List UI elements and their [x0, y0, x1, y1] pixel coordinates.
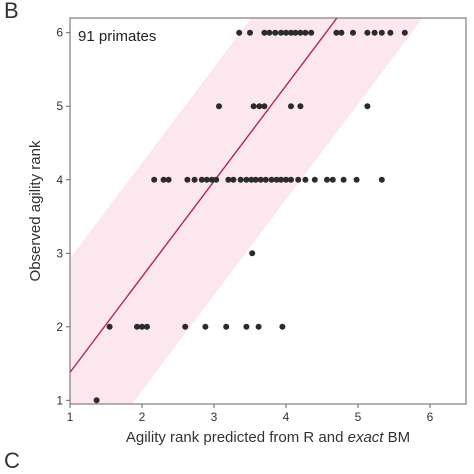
data-point-15: [165, 176, 172, 183]
prediction-band: [70, 18, 423, 404]
data-point-40: [340, 176, 347, 183]
data-point-43: [216, 103, 222, 110]
data-point-35: [295, 176, 302, 183]
data-point-46: [261, 103, 268, 110]
x-tick-label-4: 4: [283, 410, 290, 424]
data-point-22: [225, 176, 232, 183]
data-point-14: [160, 176, 167, 183]
data-point-62: [333, 29, 340, 36]
x-tick-label-6: 6: [427, 410, 434, 424]
data-point-53: [266, 29, 273, 36]
data-point-7: [202, 323, 209, 330]
panel-letter-b: B: [4, 0, 19, 23]
data-point-48: [297, 103, 304, 110]
x-axis-label-prefix: Agility rank predicted from R and: [126, 429, 348, 446]
x-axis-label-emph: exact: [348, 429, 385, 446]
x-tick-label-5: 5: [355, 410, 362, 424]
data-point-64: [350, 29, 356, 36]
data-point-37: [311, 176, 318, 183]
data-points: [93, 29, 408, 404]
y-tick-label-2: 2: [56, 320, 63, 334]
data-point-67: [378, 29, 385, 36]
data-point-61: [308, 29, 315, 36]
data-point-39: [329, 176, 336, 183]
data-point-16: [184, 176, 191, 183]
data-point-51: [247, 29, 253, 36]
x-axis-label: Agility rank predicted from R and exact …: [126, 429, 410, 446]
data-point-19: [203, 176, 210, 183]
data-point-42: [378, 176, 385, 183]
sample-size-annotation: 91 primates: [78, 28, 156, 45]
data-point-23: [230, 176, 237, 183]
data-point-18: [198, 176, 205, 183]
data-point-56: [283, 29, 289, 36]
data-point-31: [273, 176, 280, 183]
data-point-66: [371, 29, 378, 36]
data-point-52: [261, 29, 268, 36]
plot-frame: [69, 17, 467, 405]
data-point-6: [182, 323, 189, 330]
data-point-59: [297, 29, 304, 36]
data-point-4: [139, 323, 145, 330]
data-point-2: [106, 323, 113, 330]
y-axis-label: Observed agility rank: [27, 140, 44, 281]
data-point-27: [252, 176, 259, 183]
data-point-20: [208, 176, 215, 183]
data-point-60: [302, 29, 309, 36]
regression-line: [70, 18, 338, 373]
data-point-68: [387, 29, 394, 36]
data-point-47: [288, 103, 294, 110]
data-point-21: [213, 176, 220, 183]
data-point-25: [243, 176, 250, 183]
data-point-65: [364, 29, 371, 36]
data-point-50: [236, 29, 243, 36]
data-point-41: [353, 176, 360, 183]
data-point-5: [144, 323, 150, 330]
data-point-38: [324, 176, 330, 183]
x-tick-label-2: 2: [139, 410, 146, 424]
data-point-3: [134, 323, 140, 330]
data-point-33: [283, 176, 289, 183]
data-point-30: [268, 176, 275, 183]
data-point-63: [338, 29, 345, 36]
x-tick-label-3: 3: [211, 410, 218, 424]
data-point-10: [255, 323, 262, 330]
data-point-57: [288, 29, 294, 36]
data-point-55: [278, 29, 284, 36]
data-point-58: [292, 29, 299, 36]
data-point-45: [256, 103, 263, 110]
data-point-32: [278, 176, 284, 183]
y-tick-label-4: 4: [56, 173, 63, 187]
y-tick-label-1: 1: [56, 393, 63, 407]
data-point-69: [401, 29, 408, 36]
y-tick-label-6: 6: [56, 26, 63, 40]
data-point-26: [248, 176, 255, 183]
data-point-17: [191, 176, 198, 183]
data-point-11: [279, 323, 286, 330]
y-tick-label-5: 5: [56, 99, 63, 113]
data-point-12: [249, 250, 256, 257]
y-tick-label-3: 3: [56, 246, 63, 260]
data-point-49: [364, 103, 371, 110]
data-point-1: [93, 397, 100, 404]
data-point-8: [223, 323, 230, 330]
data-point-9: [243, 323, 250, 330]
x-tick-label-1: 1: [67, 410, 74, 424]
data-point-34: [288, 176, 294, 183]
axes: 1 2 3 4 5 6 1 2 3 4 5 6: [56, 17, 467, 424]
panel-letter-c: C: [4, 448, 20, 473]
data-point-29: [262, 176, 269, 183]
data-point-54: [272, 29, 279, 36]
data-point-28: [257, 176, 264, 183]
data-point-36: [302, 176, 309, 183]
x-axis-label-suffix: BM: [383, 429, 410, 446]
data-point-44: [250, 103, 257, 110]
data-point-24: [237, 176, 244, 183]
data-point-13: [151, 176, 158, 183]
